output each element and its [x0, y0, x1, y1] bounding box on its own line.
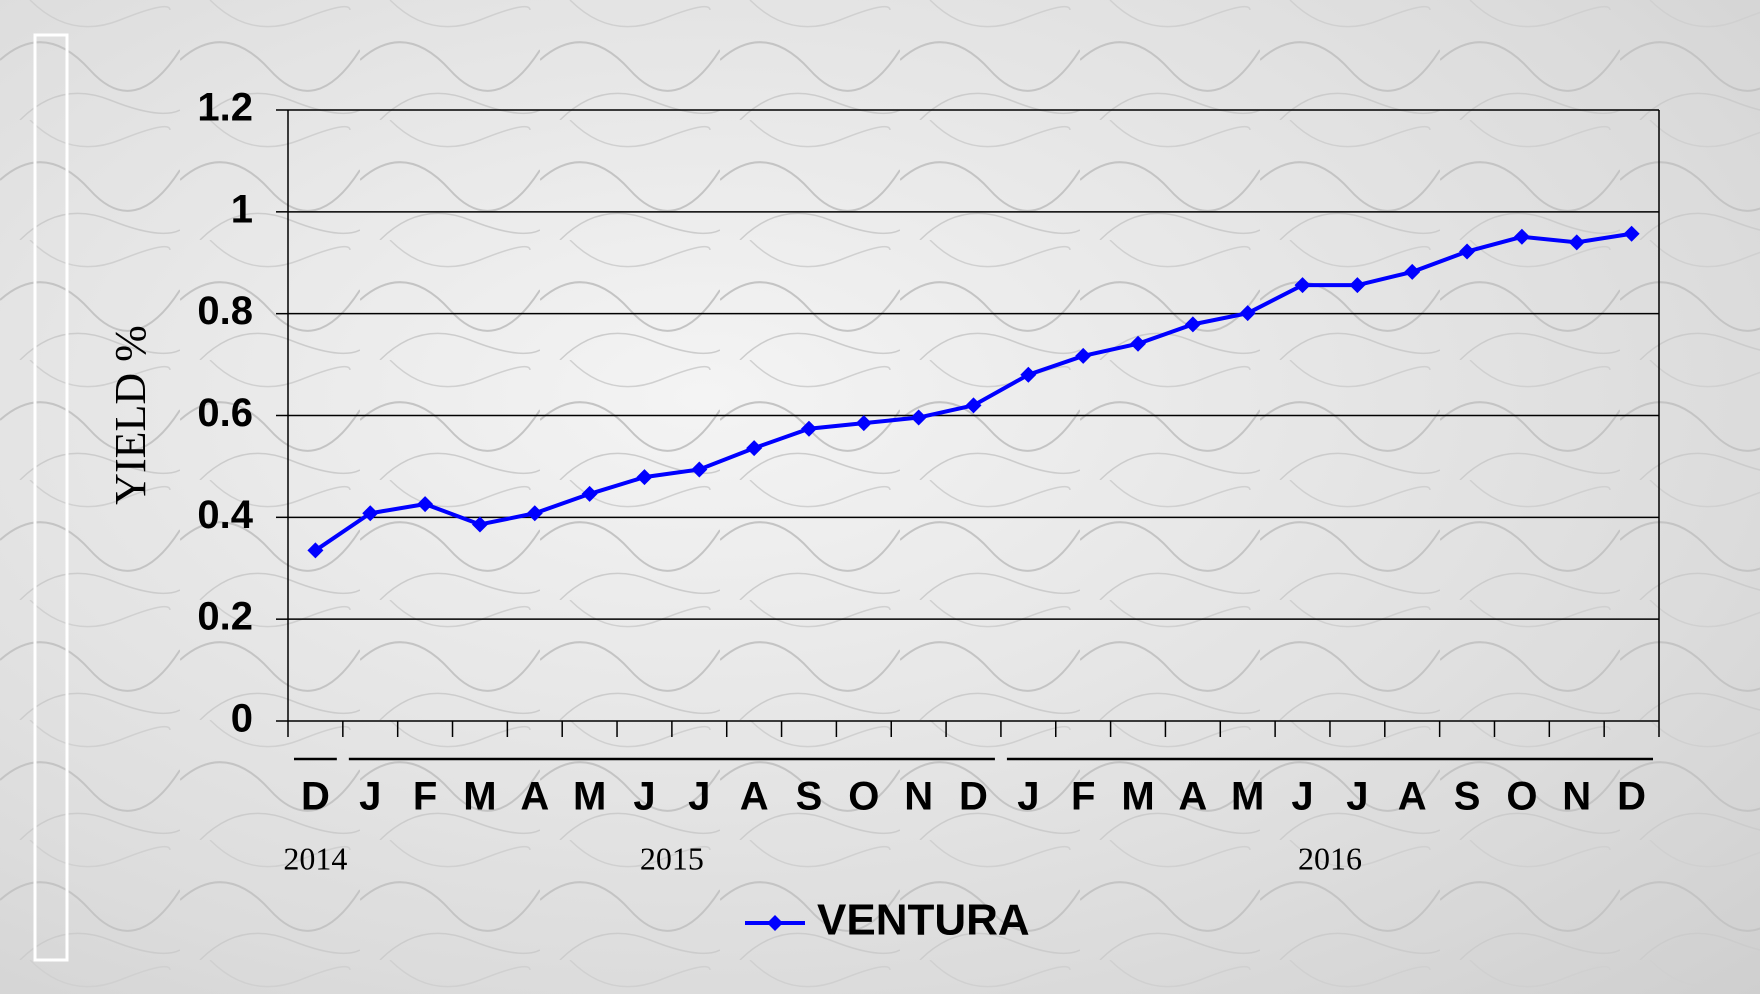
side-frame [33, 33, 69, 962]
y-tick-label: 0 [231, 697, 253, 741]
x-tick-label: S [1454, 775, 1481, 819]
x-tick-label: F [413, 775, 437, 819]
year-label: 2015 [640, 840, 704, 876]
point [1075, 347, 1092, 364]
point [800, 420, 817, 437]
point [471, 516, 488, 533]
x-tick-label: D [301, 775, 330, 819]
x-tick-label: J [1291, 775, 1313, 819]
point [1513, 228, 1530, 245]
point [1568, 234, 1585, 251]
point [1349, 277, 1366, 294]
x-tick-label: J [1017, 775, 1039, 819]
x-tick-label: M [1121, 775, 1154, 819]
legend-label: VENTURA [817, 896, 1030, 945]
point [1184, 316, 1201, 333]
y-tick-label: 0.8 [197, 289, 253, 333]
point [1020, 366, 1037, 383]
point [1623, 225, 1640, 242]
point [1294, 277, 1311, 294]
x-tick-label: M [463, 775, 496, 819]
x-tick-label: N [904, 775, 933, 819]
point [1459, 243, 1476, 260]
point [855, 415, 872, 432]
point [636, 469, 653, 486]
x-tick-label: F [1071, 775, 1095, 819]
point [362, 505, 379, 522]
x-tick-label: A [1178, 775, 1207, 819]
y-axis-title: YIELD % [106, 325, 155, 505]
y-tick-label: 0.4 [197, 493, 253, 537]
year-label: 2016 [1298, 840, 1362, 876]
x-tick-label: A [740, 775, 769, 819]
x-tick-label: J [359, 775, 381, 819]
point [581, 485, 598, 502]
point [417, 496, 434, 513]
year-label: 2014 [283, 840, 347, 876]
x-tick-label: S [796, 775, 823, 819]
point [910, 409, 927, 426]
x-tick-label: A [1398, 775, 1427, 819]
point [746, 440, 763, 457]
x-tick-label: J [633, 775, 655, 819]
point [965, 397, 982, 414]
point [526, 505, 543, 522]
x-tick-label: D [959, 775, 988, 819]
x-tick-label: O [848, 775, 879, 819]
point [1404, 263, 1421, 280]
y-tick-label: 1.2 [197, 86, 253, 130]
x-tick-label: N [1562, 775, 1591, 819]
x-tick-label: D [1617, 775, 1646, 819]
y-tick-label: 1 [231, 187, 253, 231]
x-tick-label: M [573, 775, 606, 819]
y-tick-label: 0.6 [197, 391, 253, 435]
point [307, 542, 324, 559]
x-tick-label: J [688, 775, 710, 819]
x-tick-label: M [1231, 775, 1264, 819]
y-tick-label: 0.2 [197, 595, 253, 639]
point [1239, 305, 1256, 322]
point [1130, 335, 1147, 352]
x-tick-label: A [520, 775, 549, 819]
x-tick-label: J [1346, 775, 1368, 819]
point [691, 461, 708, 478]
x-tick-label: O [1506, 775, 1537, 819]
legend-marker [767, 915, 783, 931]
